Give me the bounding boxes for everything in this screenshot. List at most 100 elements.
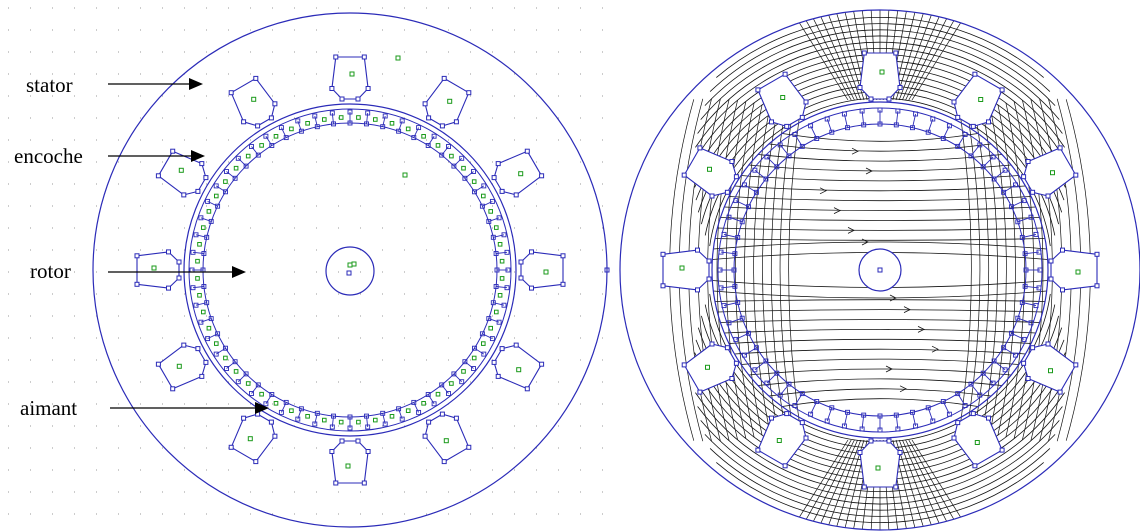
flux-stator-slot [683, 147, 737, 197]
stator-slot [493, 150, 543, 196]
flux-line [717, 227, 1043, 231]
magnet-node [399, 416, 405, 422]
shaft-circle [325, 246, 375, 296]
slot-node [706, 276, 712, 282]
magnet-node [968, 153, 974, 159]
slot-node [333, 54, 339, 60]
slot-node [799, 420, 805, 426]
magnet-node [255, 152, 261, 158]
magnet-node [1037, 267, 1043, 273]
magnet [237, 157, 247, 167]
magnet [215, 185, 226, 193]
stator-slot [331, 56, 369, 100]
magnet-node [431, 401, 437, 407]
magnet-marker [206, 325, 212, 331]
flux-tooth-line [834, 439, 865, 530]
magnet-marker [245, 153, 251, 159]
magnet-node [792, 132, 798, 137]
magnet-node [746, 330, 751, 336]
slot-node [441, 459, 447, 465]
magnet-node [223, 189, 228, 195]
slot-node [228, 444, 234, 450]
magnet [464, 171, 474, 179]
magnet-marker [245, 381, 251, 386]
slot-node [697, 145, 703, 151]
magnet-node [249, 144, 254, 149]
stray-node [604, 267, 610, 273]
slot-node [134, 253, 140, 259]
magnet-node [208, 316, 214, 322]
slot-node [199, 161, 205, 167]
magnet-node [824, 418, 830, 424]
magnet [226, 171, 236, 179]
flux-line [734, 185, 1026, 192]
slot-node [426, 419, 432, 425]
magnet-node [968, 381, 974, 387]
label-rotor: rotor [30, 259, 71, 283]
magnet-node [895, 426, 901, 432]
magnet-node [416, 409, 422, 415]
magnet-marker [421, 134, 426, 139]
magnet-node [739, 315, 745, 321]
magnet-node [399, 118, 405, 124]
slot-node [453, 119, 459, 125]
flux-tooth-line [902, 10, 944, 101]
magnet-node [808, 411, 814, 417]
magnet-node [243, 371, 249, 377]
magnet-node [283, 399, 289, 405]
magnet-node [930, 418, 936, 424]
magnet-node [859, 426, 865, 432]
magnet-node [1028, 214, 1034, 220]
slot-node [681, 172, 687, 178]
magnet-node [431, 133, 437, 139]
magnet-node [718, 285, 724, 291]
flux-tooth-line [816, 10, 858, 101]
flux-line [717, 309, 1043, 313]
slot-node [155, 361, 161, 367]
flux-stator-slot [953, 413, 1003, 467]
stator-slot [136, 251, 180, 289]
magnet-marker [449, 381, 454, 386]
slot-marker [349, 71, 355, 77]
slot-node [660, 251, 666, 257]
magnet-node [263, 401, 269, 407]
slot-node [361, 54, 367, 60]
flux-magnet [766, 156, 778, 168]
magnet-node [489, 336, 495, 342]
slot-marker [1050, 170, 1055, 176]
slot-node [365, 449, 371, 454]
magnet [427, 135, 435, 146]
magnet-node [205, 198, 211, 204]
slot-node [355, 438, 361, 444]
magnet-node [224, 169, 229, 174]
flux-stator-slot [1023, 147, 1077, 197]
magnet-marker [488, 209, 493, 214]
flux-tooth-line [807, 10, 855, 101]
magnet-node [1009, 330, 1014, 336]
magnet-node [930, 116, 936, 122]
magnet-node [472, 189, 477, 195]
magnet-marker [233, 369, 239, 374]
flux-tooth-line [825, 10, 862, 101]
magnet-node [774, 164, 780, 170]
flux-side-loop [762, 109, 778, 431]
slot-node [339, 96, 345, 102]
flux-line [782, 133, 978, 142]
magnet-node [215, 331, 221, 337]
slot-marker [516, 367, 522, 373]
magnet-node [235, 155, 241, 161]
slot-node [195, 346, 201, 352]
magnet-node [496, 215, 502, 221]
flux-tooth-line [902, 439, 944, 530]
slot-node [803, 99, 809, 105]
slot-marker [345, 463, 351, 469]
magnet-node [1001, 189, 1007, 195]
magnet-node [451, 371, 457, 377]
magnet-node [824, 116, 830, 122]
magnet-marker [338, 419, 344, 425]
slot-node [426, 115, 432, 121]
slot-node [1025, 159, 1031, 164]
magnet-marker [488, 325, 493, 331]
flux-tooth-line [834, 10, 865, 101]
magnet-marker [461, 369, 466, 374]
